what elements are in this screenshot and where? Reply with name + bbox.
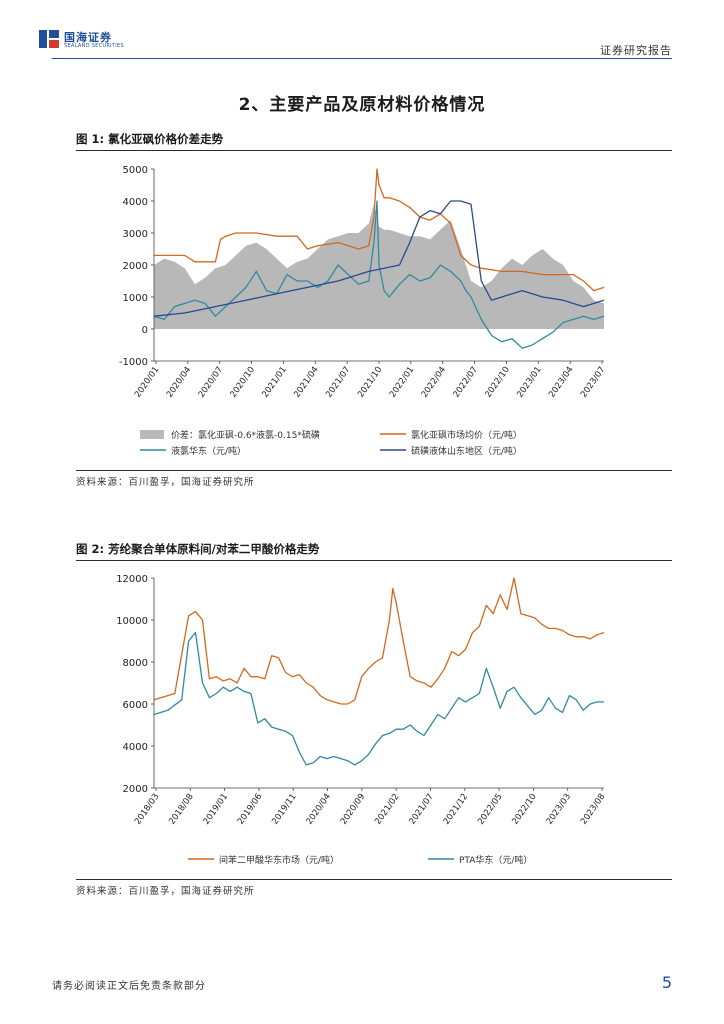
- y-tick-label: 3000: [123, 229, 148, 240]
- x-tick-label: 2020/07: [197, 365, 225, 400]
- y-tick-label: 2000: [123, 784, 148, 795]
- x-tick-label: 2020/04: [305, 792, 333, 827]
- series-line-2: [153, 200, 605, 349]
- chart-2: 2000 4000 6000 8000 10000 12000 2018/03 2018/08…: [116, 574, 607, 866]
- series-line-3: [153, 200, 605, 317]
- figure-2-bottom-rule: [76, 879, 672, 880]
- brand-name-en: SEALAND SECURITIES: [64, 43, 124, 49]
- x-tick-label: 2021/02: [373, 792, 401, 827]
- legend-label: PTA华东（元/吨）: [459, 854, 532, 866]
- series-line-0: [153, 577, 605, 705]
- x-tick-label: 2021/07: [324, 365, 352, 400]
- y-tick-label: 4000: [123, 742, 148, 753]
- legend-label: 硫磺液体山东地区（元/吨）: [411, 445, 522, 457]
- x-tick-label: 2021/04: [292, 365, 320, 400]
- x-tick-label: 2020/09: [339, 792, 367, 827]
- y-tick-label: 6000: [123, 700, 148, 711]
- legend-label: 价差：氯化亚砜-0.6*液氯-0.15*硫磺: [171, 429, 320, 441]
- series-line-1: [153, 631, 604, 766]
- figure-2-source: 资料来源：百川盈孚，国海证券研究所: [76, 886, 255, 897]
- x-tick-label: 2021/12: [442, 792, 470, 827]
- legend-swatch: [140, 430, 164, 439]
- header-rule: [52, 58, 672, 59]
- x-tick-label: 2022/01: [388, 365, 416, 400]
- x-tick-label: 2020/04: [165, 365, 193, 400]
- x-tick-label: 2020/01: [133, 365, 161, 400]
- x-tick-label: 2023/01: [515, 365, 543, 400]
- y-tick-label: 4000: [123, 197, 148, 208]
- x-tick-label: 2021/01: [260, 365, 288, 400]
- x-tick-label: 2023/04: [547, 365, 575, 400]
- x-tick-label: 2019/11: [270, 792, 298, 827]
- x-tick-label: 2023/07: [579, 365, 607, 400]
- y-tick-label: 1000: [123, 293, 148, 304]
- figure-1-rule: [76, 150, 672, 151]
- x-tick-label: 2023/08: [579, 792, 607, 827]
- x-tick-label: 2021/10: [356, 365, 384, 400]
- x-tick-label: 2018/08: [167, 792, 195, 827]
- figure-2-rule: [76, 560, 672, 561]
- legend-label: 氯化亚砜市场均价（元/吨）: [411, 429, 522, 441]
- figure-2-caption: 芳纶聚合单体原料间/对苯二甲酸价格走势: [108, 542, 320, 556]
- legend-label: 间苯二甲酸华东市场（元/吨）: [219, 854, 339, 866]
- y-tick-label: 10000: [116, 616, 148, 627]
- x-tick-label: 2021/07: [407, 792, 435, 827]
- page-number: 5: [661, 973, 672, 992]
- sealand-logo-icon: [39, 30, 59, 48]
- brand-logo: 国海证券 SEALAND SECURITIES: [38, 28, 138, 54]
- y-tick-label: -1000: [119, 357, 148, 368]
- y-tick-label: 8000: [123, 658, 148, 669]
- x-tick-label: 2022/07: [452, 365, 480, 400]
- x-tick-label: 2022/10: [483, 365, 511, 400]
- y-tick-label: 0: [142, 325, 148, 336]
- figure-1-source: 资料来源：百川盈孚，国海证券研究所: [76, 477, 255, 488]
- figure-2-title: 图 2: 芳纶聚合单体原料间/对苯二甲酸价格走势: [76, 541, 319, 557]
- figure-1-bottom-rule: [76, 470, 672, 471]
- x-tick-label: 2019/01: [202, 792, 230, 827]
- x-tick-label: 2020/10: [229, 365, 257, 400]
- figure-1-caption: 氯化亚砜价格价差走势: [108, 132, 224, 146]
- figure-2-label: 图 2:: [76, 542, 105, 556]
- chart-1: -1000 0 1000 2000 3000 4000 5000 2020/01 2020/04…: [119, 165, 608, 457]
- x-tick-label: 2022/05: [476, 792, 504, 827]
- x-tick-label: 2023/03: [545, 792, 573, 827]
- section-title: 2、主要产品及原材料价格情况: [238, 95, 486, 115]
- brand-name: 国海证券: [64, 31, 112, 44]
- y-tick-label: 5000: [123, 165, 148, 176]
- report-type: 证券研究报告: [600, 44, 672, 57]
- series-line-1: [154, 168, 605, 292]
- figure-1-label: 图 1:: [76, 132, 105, 146]
- legend-label: 液氯华东（元/吨）: [171, 445, 246, 457]
- x-tick-label: 2022/10: [510, 792, 538, 827]
- x-tick-label: 2022/04: [420, 365, 448, 400]
- y-tick-label: 2000: [123, 261, 148, 272]
- disclaimer-note: 请务必阅读正文后免责条款部分: [52, 981, 206, 992]
- x-tick-label: 2018/03: [133, 792, 161, 827]
- x-tick-label: 2019/06: [236, 792, 264, 827]
- y-tick-label: 12000: [116, 574, 148, 585]
- figure-1-title: 图 1: 氯化亚砜价格价差走势: [76, 131, 223, 147]
